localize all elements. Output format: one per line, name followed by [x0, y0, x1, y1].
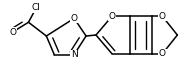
Text: Cl: Cl [32, 3, 41, 12]
Text: O: O [71, 14, 78, 23]
Text: N: N [71, 50, 78, 59]
Text: O: O [159, 12, 166, 21]
Text: O: O [108, 12, 115, 21]
Text: O: O [159, 49, 166, 58]
Text: O: O [9, 28, 16, 37]
